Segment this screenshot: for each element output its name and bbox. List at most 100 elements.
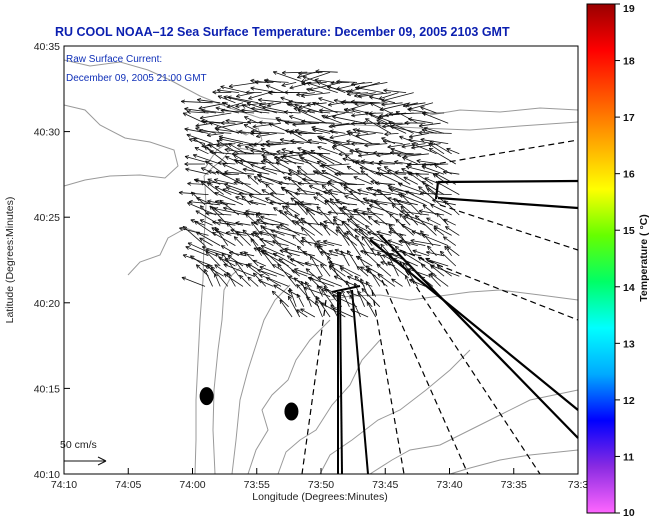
current-vector-head	[318, 136, 323, 139]
current-vector-head	[279, 299, 282, 304]
current-vector	[182, 226, 206, 246]
current-vector-head	[280, 155, 284, 160]
current-vector-head	[226, 186, 230, 191]
current-vector-head	[421, 111, 426, 114]
current-vector-head	[305, 281, 309, 285]
current-vector	[323, 221, 342, 226]
current-vector	[336, 81, 358, 83]
current-vector-head	[256, 218, 261, 221]
current-vector	[257, 269, 278, 277]
current-vector-head	[266, 145, 271, 148]
lane-southeast-b	[369, 239, 579, 411]
current-vector-head	[408, 173, 413, 176]
current-vector-head	[278, 258, 283, 261]
current-vector-head	[182, 112, 186, 117]
current-vector	[331, 146, 346, 155]
current-vector-head	[360, 249, 365, 252]
current-vector-head	[186, 134, 190, 138]
current-vector-head	[411, 143, 415, 147]
current-vector-head	[223, 206, 228, 209]
current-vector	[401, 224, 422, 236]
current-vector	[226, 102, 244, 108]
current-vector-head	[250, 150, 255, 154]
current-vector	[375, 182, 396, 185]
current-vector	[236, 92, 255, 97]
current-vector-head	[223, 264, 227, 268]
current-vector-head	[402, 262, 405, 267]
current-vector-head	[404, 120, 409, 124]
current-vector-head	[212, 91, 217, 95]
current-vector-head	[296, 309, 299, 314]
current-vector-head	[411, 147, 416, 150]
current-vector	[321, 170, 350, 185]
current-vector-head	[361, 212, 366, 216]
current-vector	[302, 150, 327, 165]
current-vector	[199, 112, 232, 119]
current-vector	[214, 226, 229, 246]
current-vector-head	[382, 140, 387, 144]
current-vector-head	[203, 119, 208, 122]
x-tick-label: 73:55	[244, 479, 270, 491]
current-vector-head	[391, 204, 397, 206]
current-vector-head	[362, 120, 367, 124]
current-vector-head	[260, 216, 264, 220]
current-vector-head	[394, 161, 398, 165]
current-vector	[233, 236, 244, 246]
current-vector-head	[297, 147, 301, 151]
current-vector-head	[250, 78, 255, 81]
current-vector-head	[395, 218, 400, 221]
current-vector-head	[328, 265, 331, 270]
current-vector-head	[343, 186, 348, 189]
current-vector-head	[418, 125, 424, 128]
current-vector-head	[342, 99, 347, 102]
current-vector-head	[357, 291, 360, 296]
current-vector-head	[327, 210, 332, 213]
current-vector-head	[250, 148, 255, 151]
current-vector	[328, 189, 353, 195]
current-vector-head	[354, 208, 359, 211]
current-vector-head	[446, 148, 450, 152]
current-vector	[289, 288, 297, 307]
lane-dashed-5	[381, 279, 469, 475]
current-vector	[284, 111, 300, 114]
current-vector-head	[407, 171, 412, 173]
current-vector	[217, 162, 236, 165]
current-vector-head	[321, 184, 326, 187]
current-vector-head	[250, 129, 255, 132]
current-vector-head	[338, 152, 343, 155]
current-vector-head	[214, 227, 217, 232]
current-vector	[328, 265, 350, 287]
current-vector	[425, 258, 449, 267]
current-vector-head	[386, 251, 391, 255]
coastline-nj	[194, 175, 207, 475]
current-vector	[218, 256, 236, 267]
current-vector-head	[375, 171, 380, 174]
current-vector-head	[329, 264, 334, 266]
current-vector	[417, 256, 434, 267]
current-vector-head	[215, 252, 218, 258]
current-vector-head	[318, 153, 322, 158]
current-vector	[364, 143, 388, 146]
current-vector	[306, 88, 323, 93]
current-vector-head	[322, 191, 327, 195]
current-vector-head	[425, 258, 430, 263]
current-vector-head	[407, 108, 412, 112]
current-vector-head	[391, 278, 396, 280]
current-vector-head	[382, 126, 387, 129]
current-vector-head	[387, 146, 392, 149]
current-vector-head	[336, 79, 341, 82]
current-vector	[317, 146, 338, 155]
current-vector-head	[252, 260, 257, 264]
current-vector-head	[443, 219, 447, 223]
current-vector	[307, 139, 327, 144]
current-vector-head	[361, 288, 366, 291]
current-vector	[358, 228, 373, 246]
current-vector	[400, 205, 419, 226]
current-vector-head	[408, 171, 413, 175]
current-vector-head	[210, 266, 213, 271]
current-vector-head	[412, 250, 416, 254]
current-vector	[400, 193, 422, 216]
current-vector-head	[209, 122, 213, 126]
current-vector-head	[315, 70, 320, 74]
current-vector-head	[255, 213, 260, 216]
